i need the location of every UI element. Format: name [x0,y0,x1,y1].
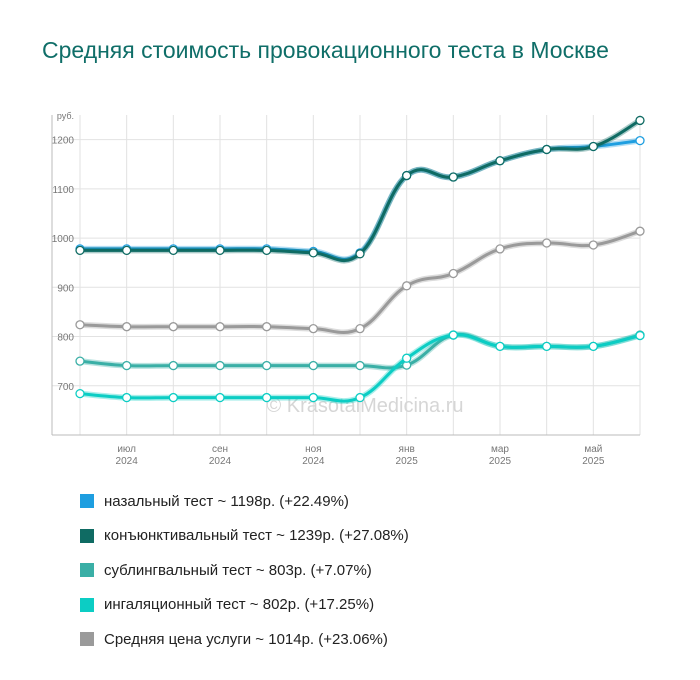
data-point[interactable] [448,172,458,182]
data-point[interactable] [262,360,272,371]
y-tick-label: 1000 [52,234,75,245]
data-point[interactable] [308,248,318,258]
data-point[interactable] [448,330,458,340]
legend-swatch [80,528,94,543]
data-point[interactable] [262,392,272,403]
data-point[interactable] [495,341,505,352]
chart-title: Средняя стоимость провокационного теста … [42,37,609,63]
series-1 [75,115,645,264]
x-tick-label-month: июл [117,444,136,455]
chart-legend: назальный тест ~ 1198р. (+22.49%) конъюнк… [80,484,409,657]
x-tick-label-month: май [584,444,602,455]
data-point[interactable] [588,141,598,152]
data-point[interactable] [635,115,645,126]
data-point[interactable] [215,245,225,256]
x-tick-label-year: 2025 [396,456,419,467]
data-point[interactable] [75,356,85,366]
data-point[interactable] [168,392,178,403]
data-point[interactable] [122,360,132,371]
x-tick-label-month: ноя [305,444,322,455]
data-point[interactable] [355,360,365,371]
data-point[interactable] [168,245,178,256]
x-tick-label-month: мар [491,444,509,455]
data-point[interactable] [75,245,85,256]
data-point[interactable] [262,322,272,332]
data-point[interactable] [355,392,365,403]
data-point[interactable] [402,353,412,363]
legend-swatch [80,597,94,612]
data-point[interactable] [588,240,598,250]
y-axis-label: руб. [57,111,74,121]
data-point[interactable] [122,392,132,403]
legend-swatch [80,494,94,509]
legend-label: конъюнктивальный тест ~ 1239р. (+27.08%) [104,527,409,545]
data-point[interactable] [308,324,318,334]
data-point[interactable] [355,249,365,259]
data-point[interactable] [542,144,552,155]
legend-label: сублингвальный тест ~ 803р. (+7.07%) [104,561,372,579]
data-point[interactable] [448,268,458,279]
data-point[interactable] [495,244,505,254]
data-point[interactable] [215,360,225,371]
data-point[interactable] [75,388,85,399]
data-point[interactable] [262,245,272,256]
chart-grid [52,115,641,435]
data-point[interactable] [308,360,318,371]
data-point[interactable] [402,170,412,181]
legend-label: Средняя цена услуги ~ 1014р. (+23.06%) [104,630,388,648]
legend-swatch [80,632,94,647]
data-point[interactable] [635,226,645,236]
chart-series [75,115,645,405]
data-point[interactable] [588,341,598,352]
y-tick-label: 700 [57,382,74,393]
series-4 [75,226,645,336]
chart-axes: 700800900100011001200руб.июл2024сен2024н… [51,111,640,467]
x-tick-label-year: 2024 [116,456,139,467]
data-point[interactable] [495,156,505,166]
data-point[interactable] [168,322,178,332]
x-tick-label-month: сен [212,444,228,455]
legend-label: ингаляционный тест ~ 802р. (+17.25%) [104,596,375,614]
y-tick-label: 1200 [52,136,75,147]
x-tick-label-year: 2025 [489,456,512,467]
legend-item[interactable]: ингаляционный тест ~ 802р. (+17.25%) [80,588,409,623]
data-point[interactable] [215,392,225,403]
data-point[interactable] [635,330,645,341]
data-point[interactable] [168,360,178,371]
x-tick-label-year: 2024 [209,456,232,467]
y-tick-label: 900 [57,283,74,294]
data-point[interactable] [402,281,412,291]
data-point[interactable] [355,324,365,334]
data-point[interactable] [308,392,318,403]
data-point[interactable] [542,238,552,248]
legend-item[interactable]: конъюнктивальный тест ~ 1239р. (+27.08%) [80,519,409,554]
x-tick-label-year: 2025 [582,456,605,467]
x-tick-label-year: 2024 [302,456,325,467]
data-point[interactable] [542,341,552,352]
data-point[interactable] [215,322,225,332]
series-3 [75,330,645,405]
data-point[interactable] [122,245,132,256]
data-point[interactable] [635,135,645,146]
data-point[interactable] [75,320,85,330]
legend-swatch [80,563,94,578]
legend-item[interactable]: назальный тест ~ 1198р. (+22.49%) [80,484,409,519]
y-tick-label: 800 [57,333,74,344]
data-point[interactable] [122,322,132,332]
legend-label: назальный тест ~ 1198р. (+22.49%) [104,492,349,510]
legend-item[interactable]: Средняя цена услуги ~ 1014р. (+23.06%) [80,622,409,657]
y-tick-label: 1100 [52,185,74,196]
x-tick-label-month: янв [399,444,415,455]
legend-item[interactable]: сублингвальный тест ~ 803р. (+7.07%) [80,553,409,588]
line-chart: 700800900100011001200руб.июл2024сен2024н… [51,111,645,467]
